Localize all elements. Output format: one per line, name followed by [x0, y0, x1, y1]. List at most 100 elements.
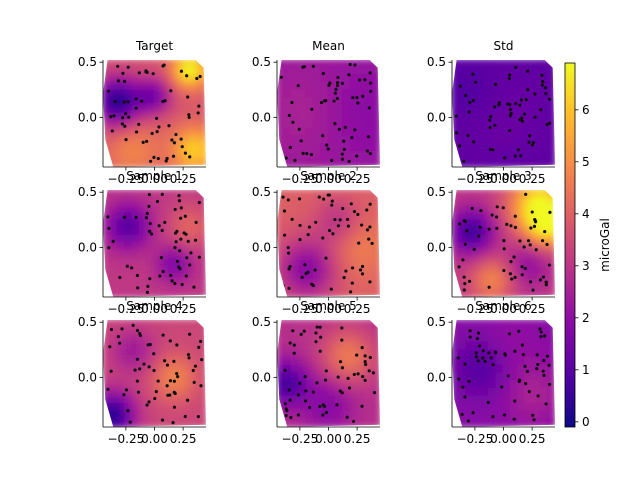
colorbar-tick-label: 0 — [582, 415, 590, 429]
station-point — [121, 71, 125, 75]
x-tick-label: −0.25 — [107, 172, 144, 186]
station-point — [172, 141, 176, 145]
station-point — [160, 418, 165, 422]
station-point — [135, 357, 139, 361]
station-point — [490, 213, 494, 217]
station-point — [324, 98, 328, 103]
station-point — [172, 359, 176, 363]
station-point — [503, 156, 507, 160]
station-point — [347, 73, 351, 77]
station-point — [523, 266, 527, 271]
station-point — [547, 97, 552, 101]
station-point — [147, 365, 151, 369]
station-point — [299, 332, 303, 337]
station-point — [520, 265, 524, 269]
x-tick-label: 0.25 — [170, 302, 197, 316]
station-point — [131, 323, 135, 327]
station-point — [177, 194, 181, 198]
station-point — [495, 226, 499, 230]
station-point — [540, 83, 544, 87]
station-point — [340, 326, 344, 330]
station-point — [522, 112, 527, 116]
station-point — [491, 363, 495, 367]
station-point — [134, 215, 138, 219]
station-point — [518, 103, 522, 107]
station-point — [481, 349, 485, 353]
station-point — [310, 282, 314, 286]
station-point — [106, 387, 110, 391]
station-point — [136, 286, 140, 290]
station-point — [518, 239, 522, 243]
station-point — [486, 400, 490, 405]
station-point — [106, 215, 110, 219]
station-point — [283, 402, 287, 406]
station-point — [538, 278, 543, 282]
station-point — [360, 404, 364, 408]
station-point — [542, 373, 546, 378]
station-point — [133, 368, 137, 372]
station-point — [319, 100, 324, 105]
station-point — [179, 216, 183, 220]
station-point — [318, 325, 322, 329]
station-point — [310, 107, 314, 111]
x-tick-label: −0.25 — [456, 302, 493, 316]
station-point — [340, 391, 344, 395]
station-point — [352, 209, 357, 214]
station-point — [336, 75, 340, 80]
station-point — [319, 335, 323, 339]
station-point — [286, 245, 290, 250]
station-point — [502, 413, 507, 417]
station-point — [365, 228, 370, 232]
station-point — [545, 354, 550, 358]
station-point — [135, 379, 139, 383]
station-point — [517, 329, 521, 333]
station-point — [466, 419, 470, 423]
station-point — [494, 351, 498, 355]
x-tick-label: 0.00 — [141, 432, 168, 446]
station-point — [366, 135, 371, 139]
station-point — [526, 239, 531, 243]
station-point — [543, 229, 547, 234]
station-point — [180, 282, 184, 287]
station-point — [285, 409, 289, 413]
panel-1: 0.0 0.5 −0.250.00 0.25 Target — [78, 39, 206, 186]
station-point — [145, 211, 149, 216]
station-point — [324, 410, 328, 415]
station-point — [340, 81, 344, 86]
station-point — [188, 263, 192, 267]
station-point — [365, 149, 369, 153]
station-point — [363, 354, 367, 358]
station-point — [516, 148, 521, 152]
station-point — [368, 71, 372, 75]
station-point — [527, 390, 531, 394]
station-point — [494, 82, 498, 86]
station-point — [335, 83, 340, 88]
station-point — [368, 225, 372, 229]
x-tick-label: 0.00 — [141, 172, 168, 186]
station-point — [298, 238, 302, 242]
station-point — [145, 403, 149, 407]
panel-2: 0.0 0.5 −0.250.00 0.25 Mean — [252, 39, 380, 186]
station-point — [547, 121, 552, 125]
station-point — [533, 115, 537, 119]
station-point — [363, 378, 367, 383]
station-point — [297, 127, 301, 131]
station-point — [144, 216, 148, 220]
station-point — [523, 364, 527, 368]
station-point — [508, 108, 513, 112]
station-point — [342, 147, 346, 152]
station-point — [530, 210, 534, 214]
station-point — [335, 403, 339, 407]
station-point — [463, 395, 467, 399]
station-point — [124, 138, 128, 142]
station-point — [338, 360, 343, 364]
station-point — [494, 215, 499, 219]
station-point — [156, 379, 160, 383]
station-point — [123, 124, 127, 128]
station-point — [288, 398, 292, 402]
station-point — [532, 224, 537, 228]
station-point — [192, 285, 196, 289]
y-tick-label: 0.0 — [427, 370, 446, 384]
station-point — [478, 225, 482, 229]
